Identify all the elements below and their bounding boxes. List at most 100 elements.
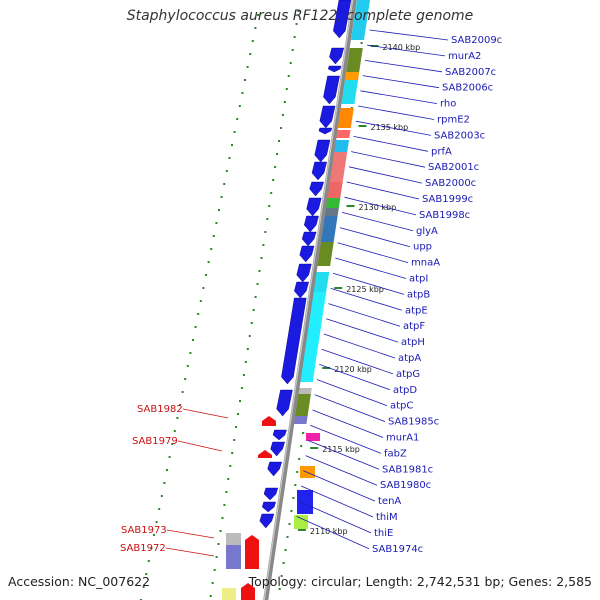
track-dot [236, 118, 239, 120]
gene-label-SAB2003c[interactable]: SAB2003c [434, 130, 485, 141]
gene-label-murA2[interactable]: murA2 [448, 51, 481, 62]
track-dot [282, 562, 285, 564]
gene-label-SAB1981c[interactable]: SAB1981c [382, 464, 433, 475]
track-dot [213, 569, 216, 571]
gene-label-atpC[interactable]: atpC [390, 401, 413, 412]
gene-arrow [267, 461, 282, 477]
gene-label-atpH[interactable]: atpH [401, 337, 425, 348]
gene-arrow [333, 0, 352, 39]
track-dot [266, 218, 269, 220]
leader-line [355, 120, 432, 136]
gene-label-prfA[interactable]: prfA [431, 146, 452, 157]
track-dot [225, 491, 228, 493]
track-dot [221, 517, 224, 519]
gene-label-SAB2006c[interactable]: SAB2006c [442, 83, 493, 94]
leader-line [342, 212, 414, 232]
gene-label-SAB1982[interactable]: SAB1982 [137, 404, 183, 415]
gene-label-fabZ[interactable]: fabZ [384, 448, 407, 459]
cog-block [222, 588, 236, 600]
cog-block [337, 108, 354, 128]
leader-line [319, 364, 391, 391]
track-dot [194, 326, 197, 328]
gene-label-thiM[interactable]: thiM [376, 512, 398, 523]
gene-label-atpF[interactable]: atpF [403, 321, 425, 332]
track-dot [257, 14, 259, 16]
track-dot [238, 105, 241, 107]
leader-line [328, 303, 401, 327]
gene-label-SAB1980c[interactable]: SAB1980c [380, 480, 431, 491]
track-dot [219, 530, 222, 532]
gene-label-SAB2001c[interactable]: SAB2001c [428, 162, 479, 173]
track-dot [297, 10, 300, 12]
track-dot [302, 432, 305, 434]
track-dot [260, 257, 263, 259]
gene-label-SAB1979[interactable]: SAB1979 [132, 436, 178, 447]
gene-label-SAB1972[interactable]: SAB1972 [120, 543, 166, 554]
gene-arrow [259, 513, 275, 529]
track-dot [237, 413, 240, 415]
track-dot [166, 469, 168, 471]
leader-line [364, 60, 443, 73]
reverse-label-leaders [165, 408, 229, 557]
gene-label-SAB2007c[interactable]: SAB2007c [445, 67, 496, 78]
gene-arrows [241, 0, 352, 600]
gene-label-rpmE2[interactable]: rpmE2 [437, 115, 470, 126]
gene-arrow [299, 245, 315, 263]
track-dot [163, 482, 166, 484]
gene-label-atpB[interactable]: atpB [407, 289, 430, 300]
track-dot [276, 153, 279, 155]
gene-label-upp[interactable]: upp [413, 242, 432, 253]
gene-label-SAB1999c[interactable]: SAB1999c [422, 194, 473, 205]
leader-line [339, 227, 411, 248]
track-dot [176, 417, 179, 419]
track-dot [295, 23, 298, 25]
leader-line [351, 151, 426, 168]
gene-arrow [319, 105, 336, 129]
gene-label-atpA[interactable]: atpA [398, 353, 421, 364]
track-dot [233, 439, 236, 441]
genome-summary: Topology: circular; Length: 2,742,531 bp… [248, 574, 592, 589]
track-dot [256, 283, 259, 285]
track-dot [228, 157, 231, 159]
leader-line [337, 242, 409, 263]
reverse-gene-labels: SAB1982 SAB1979 SAB1973 SAB1972 [120, 404, 183, 554]
gene-label-SAB1974c[interactable]: SAB1974c [372, 544, 423, 555]
kbp-tick-label: 2110 kbp [310, 527, 348, 536]
gene-label-SAB2000c[interactable]: SAB2000c [425, 178, 476, 189]
gene-label-SAB1973[interactable]: SAB1973 [121, 525, 167, 536]
gene-label-tenA[interactable]: tenA [378, 496, 401, 507]
gene-label-atpG[interactable]: atpG [396, 369, 420, 380]
track-dot [173, 430, 176, 432]
gene-label-thiE[interactable]: thiE [374, 528, 393, 539]
gene-label-murA1[interactable]: murA1 [386, 433, 419, 444]
cog-block [294, 394, 311, 416]
track-dot [291, 49, 294, 51]
cog-block [226, 533, 241, 545]
gene-label-SAB1985c[interactable]: SAB1985c [388, 417, 439, 428]
track-dot [292, 497, 295, 499]
kbp-tick-label: 2125 kbp [346, 285, 384, 294]
track-dot [197, 313, 200, 315]
track-dot [300, 445, 303, 447]
forward-label-leaders [296, 29, 449, 550]
track-dot [290, 510, 293, 512]
gene-arrow-red [241, 583, 255, 600]
gene-label-glyA[interactable]: glyA [416, 226, 438, 237]
track-dot [248, 335, 251, 337]
track-dot [272, 179, 275, 181]
cog-block [313, 272, 330, 292]
forward-gene-labels: SAB2009c murA2 SAB2007c SAB2006c rho rpmE2 SAB… [372, 35, 502, 555]
track-dot [239, 400, 241, 402]
gene-label-rho[interactable]: rho [440, 99, 456, 110]
gene-label-atpE[interactable]: atpE [405, 305, 428, 316]
cog-block [226, 545, 241, 569]
track-dot [218, 209, 220, 211]
track-dot [244, 79, 246, 81]
gene-arrow [294, 281, 309, 299]
leader-line [305, 455, 378, 486]
gene-label-atpD[interactable]: atpD [393, 385, 417, 396]
gene-label-SAB1998c[interactable]: SAB1998c [419, 210, 470, 221]
gene-label-atpI[interactable]: atpI [409, 274, 428, 285]
gene-label-mnaA[interactable]: mnaA [411, 258, 440, 269]
gene-label-SAB2009c[interactable]: SAB2009c [451, 35, 502, 46]
